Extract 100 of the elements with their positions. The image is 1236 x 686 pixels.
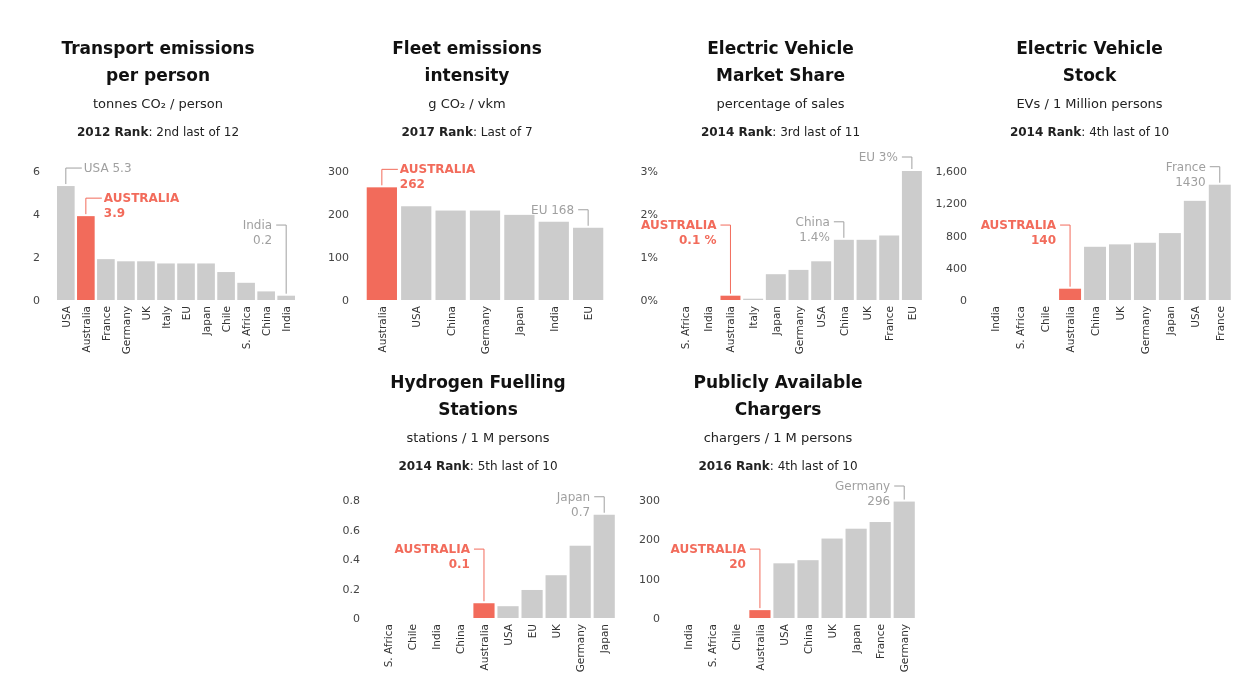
annotation: AUSTRALIA 262 bbox=[399, 162, 476, 192]
bar bbox=[901, 171, 922, 300]
x-tick-label: Chile bbox=[729, 624, 742, 651]
x-tick-label: USA bbox=[815, 305, 828, 328]
bar bbox=[469, 210, 501, 300]
bar bbox=[811, 261, 832, 300]
bar bbox=[473, 603, 495, 618]
x-tick-label: Italy bbox=[747, 306, 760, 329]
bar bbox=[720, 295, 741, 300]
x-tick-label: Japan bbox=[200, 306, 213, 337]
x-tick-label: Germany bbox=[479, 306, 491, 355]
x-tick-label: Germany bbox=[792, 306, 805, 355]
annotation: AUSTRALIA 3.9 bbox=[103, 191, 180, 221]
annotation: EU 168 bbox=[531, 202, 575, 217]
bar bbox=[57, 186, 75, 300]
x-tick-label: Germany bbox=[119, 306, 132, 355]
bar bbox=[893, 501, 915, 618]
chart-subtitle: stations / 1 M persons bbox=[406, 430, 550, 445]
x-tick-label: China bbox=[260, 306, 273, 336]
y-tick-label: 1,200 bbox=[935, 197, 967, 211]
x-tick-label: India bbox=[429, 624, 442, 650]
bar bbox=[1059, 288, 1082, 300]
y-tick-label: 0 bbox=[342, 294, 349, 307]
x-tick-label: Japan bbox=[513, 306, 526, 337]
x-tick-label: India bbox=[280, 306, 293, 332]
x-tick-label: EU bbox=[526, 624, 539, 639]
bar bbox=[177, 263, 195, 300]
y-tick-label: 300 bbox=[328, 165, 349, 178]
bar bbox=[797, 560, 819, 618]
x-tick-label: EU bbox=[582, 306, 595, 321]
x-tick-label: USA bbox=[777, 623, 790, 646]
x-tick-label: Chile bbox=[405, 624, 418, 651]
bar bbox=[1183, 200, 1206, 300]
x-tick-label: China bbox=[453, 624, 466, 654]
x-tick-label: India bbox=[681, 624, 694, 650]
x-tick-label: China bbox=[802, 624, 815, 654]
text: 2016 Rank: 4th last of 10 bbox=[698, 459, 858, 473]
bar bbox=[504, 214, 535, 300]
bar bbox=[573, 227, 604, 300]
bar bbox=[545, 575, 567, 618]
y-tick-label: 200 bbox=[639, 533, 660, 547]
bar bbox=[257, 291, 275, 300]
x-tick-label: Germany bbox=[1138, 306, 1151, 355]
bar bbox=[277, 295, 295, 300]
x-tick-label: Japan bbox=[850, 624, 863, 655]
x-tick-label: EU bbox=[905, 306, 918, 321]
bar bbox=[237, 282, 255, 300]
text: 2017 Rank: Last of 7 bbox=[401, 125, 533, 139]
y-tick-label: 0 bbox=[33, 294, 40, 307]
bar bbox=[833, 239, 854, 300]
annotation: China 1.4% bbox=[795, 214, 830, 244]
chart-title: Electric Vehicle Market Share bbox=[707, 38, 854, 85]
x-tick-label: Australia bbox=[375, 306, 388, 353]
annotation: AUSTRALIA 0.1 % bbox=[641, 218, 718, 248]
chart-title: Publicly Available Chargers bbox=[693, 372, 863, 419]
bar bbox=[593, 514, 615, 618]
y-tick-label: 400 bbox=[946, 261, 967, 275]
text: 2014 Rank: 5th last of 10 bbox=[398, 459, 558, 473]
bar bbox=[749, 610, 771, 618]
x-tick-label: India bbox=[701, 306, 714, 332]
x-tick-label: Chile bbox=[220, 306, 233, 333]
bar bbox=[856, 239, 877, 300]
y-tick-label: 0.2 bbox=[342, 582, 360, 596]
y-tick-label: 0 bbox=[653, 612, 660, 625]
x-tick-label: S. Africa bbox=[381, 624, 394, 668]
bar bbox=[1084, 246, 1106, 300]
bar bbox=[773, 563, 795, 618]
x-tick-label: UK bbox=[860, 304, 873, 321]
bar bbox=[569, 545, 591, 618]
bar bbox=[435, 210, 466, 300]
x-tick-label: Japan bbox=[598, 624, 611, 655]
bar bbox=[765, 274, 786, 300]
annotation: AUSTRALIA 0.1 bbox=[394, 542, 471, 572]
x-tick-label: France bbox=[1213, 306, 1226, 341]
bar bbox=[137, 261, 155, 300]
bar bbox=[401, 206, 432, 300]
x-tick-label: India bbox=[547, 306, 560, 332]
bar bbox=[845, 528, 867, 618]
bar bbox=[77, 216, 95, 300]
bar bbox=[117, 261, 135, 300]
y-tick-label: 0.8 bbox=[342, 494, 360, 507]
y-tick-label: 0 bbox=[960, 294, 967, 307]
x-tick-label: USA bbox=[410, 305, 423, 328]
y-tick-label: 200 bbox=[328, 208, 349, 221]
bar bbox=[1133, 242, 1156, 300]
bar bbox=[538, 221, 569, 300]
y-tick-label: 0.4 bbox=[342, 553, 360, 566]
x-tick-label: Australia bbox=[753, 624, 766, 671]
bar bbox=[366, 187, 397, 300]
bar bbox=[521, 589, 543, 618]
x-tick-label: Japan bbox=[1163, 306, 1176, 337]
bar bbox=[821, 538, 843, 618]
x-tick-label: Germany bbox=[574, 624, 587, 673]
y-tick-label: 4 bbox=[33, 208, 40, 221]
x-tick-label: Japan bbox=[769, 306, 782, 337]
x-tick-label: UK bbox=[1113, 304, 1126, 321]
x-tick-label: China bbox=[444, 306, 457, 336]
text: 2012 Rank: 2nd last of 12 bbox=[76, 125, 240, 139]
bar bbox=[1208, 184, 1231, 300]
y-tick-label: 100 bbox=[639, 572, 660, 586]
